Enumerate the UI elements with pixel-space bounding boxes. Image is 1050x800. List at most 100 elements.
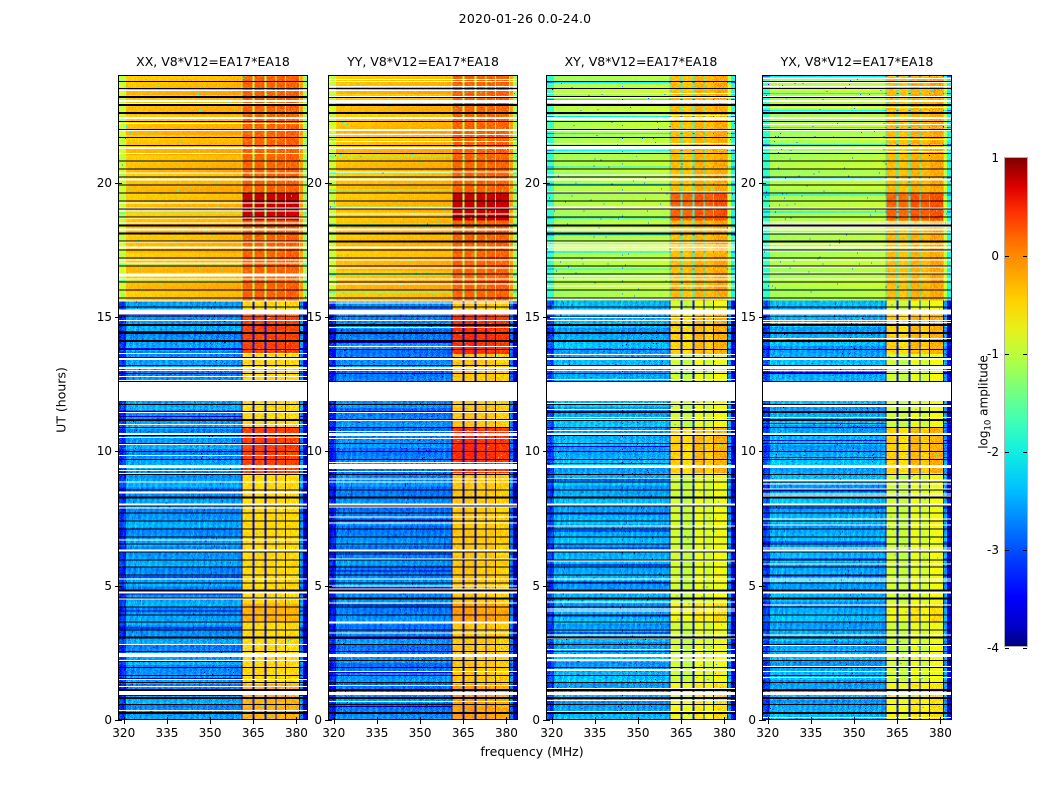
y-tick-mark-inner [762,451,766,453]
y-tick-mark-inner [328,451,332,453]
y-tick-mark [542,720,546,721]
y-tick-label: 20 [740,175,756,190]
colorbar-tick-label: 0 [991,249,999,263]
y-axis-label: UT (hours) [53,367,69,433]
y-tick-label: 10 [524,444,540,459]
y-tick-mark-inner [546,182,550,184]
x-tick-label: 335 [799,726,823,740]
y-tick-label: 5 [104,578,112,593]
y-tick-label: 20 [306,175,322,190]
x-tick-mark-inner [854,716,856,720]
y-tick-mark [114,585,118,587]
colorbar-tick-mark [1005,354,1009,355]
panel-xx: XX, V8*V12=EA17*EA18 0 5 10 15 20 320 335 350 36… [97,54,308,740]
y-tick-mark-inner [546,585,550,587]
x-tick-label: 365 [669,726,693,740]
x-tick-label: 335 [155,726,179,740]
colorbar: 1 0 -1 -2 -3 -4 [987,151,1028,655]
axes-frame-xx [118,75,308,720]
y-tick-mark [758,720,762,721]
x-tick-mark [767,720,769,724]
y-tick-mark-inner [546,316,550,318]
y-tick-label: 15 [96,309,112,324]
x-tick-label: 335 [365,726,389,740]
y-tick-mark [114,720,118,721]
colorbar-tick-label: -4 [987,641,999,655]
axes-frame-xy [546,75,736,720]
x-tick-mark-inner [210,716,212,720]
x-tick-mark [940,720,942,724]
colorbar-label-wrap: log10 amplitude [975,157,995,647]
x-tick-mark [681,720,683,724]
y-tick-mark [758,451,762,453]
axes-frame-yx [762,75,952,720]
colorbar-tick-label: 1 [991,151,999,165]
x-tick-mark-inner [333,716,335,720]
y-tick-label: 10 [306,444,322,459]
y-tick-mark [114,316,118,318]
y-tick-mark-inner [328,182,332,184]
y-tick-mark-inner [546,451,550,453]
spectrogram-yy [329,76,517,719]
colorbar-tick-label: -2 [987,445,999,459]
y-tick-mark-inner [118,451,122,453]
panel-yx: YX, V8*V12=EA17*EA18 0 5 10 15 20 320 335 350 36… [741,54,952,740]
y-tick-mark-inner [762,182,766,184]
y-tick-mark-inner [546,720,550,721]
y-tick-label: 15 [306,309,322,324]
y-tick-label: 0 [104,713,112,727]
y-tick-label: 15 [524,309,540,324]
colorbar-tick-mark-right [1023,550,1027,551]
x-tick-label: 380 [495,726,518,740]
panel-title-xx: XX, V8*V12=EA17*EA18 [136,54,290,69]
x-tick-mark-inner [810,716,812,720]
x-tick-mark [724,720,726,724]
x-tick-mark [333,720,335,724]
x-tick-mark [296,720,298,724]
y-tick-label: 20 [96,175,112,190]
axes-frame-yy [328,75,518,720]
x-axis-label: frequency (MHz) [480,744,584,759]
y-tick-mark [542,585,546,587]
x-tick-mark-inner [551,716,553,720]
y-tick-label: 10 [740,444,756,459]
y-tick-mark-inner [762,316,766,318]
x-tick-mark [420,720,422,724]
x-tick-label: 320 [322,726,346,740]
y-tick-label: 5 [314,578,322,593]
x-tick-label: 350 [842,726,866,740]
colorbar-tick-mark [1005,256,1009,257]
panel-title-xy: XY, V8*V12=EA17*EA18 [564,54,718,69]
x-tick-mark-inner [897,716,899,720]
x-tick-label: 365 [241,726,265,740]
y-tick-mark [542,182,546,184]
x-tick-label: 350 [626,726,650,740]
x-tick-mark-inner [253,716,255,720]
spectrogram-yx [763,76,951,719]
x-tick-label: 350 [408,726,432,740]
colorbar-tick-mark-right [1023,648,1027,649]
colorbar-label: log10 amplitude [976,355,994,449]
y-tick-label: 0 [748,713,756,727]
y-tick-mark [758,182,762,184]
x-tick-mark-inner [681,716,683,720]
y-tick-mark [114,182,118,184]
y-tick-mark-inner [118,182,122,184]
x-tick-mark [594,720,596,724]
x-tick-label: 380 [929,726,952,740]
x-tick-label: 380 [285,726,308,740]
x-tick-mark [463,720,465,724]
x-tick-mark [854,720,856,724]
panel-yy: YY, V8*V12=EA17*EA18 0 5 10 15 20 320 335 350 36… [307,54,518,740]
y-tick-label: 5 [748,578,756,593]
y-tick-label: 0 [314,713,322,727]
x-tick-mark-inner [420,716,422,720]
colorbar-tick-mark-right [1023,354,1027,355]
x-tick-label: 365 [885,726,909,740]
y-tick-mark [324,182,328,184]
y-tick-mark-inner [118,720,122,721]
colorbar-tick-mark [1005,550,1009,551]
y-tick-mark-inner [328,585,332,587]
y-tick-mark [758,585,762,587]
colorbar-tick-label: -3 [987,543,999,557]
